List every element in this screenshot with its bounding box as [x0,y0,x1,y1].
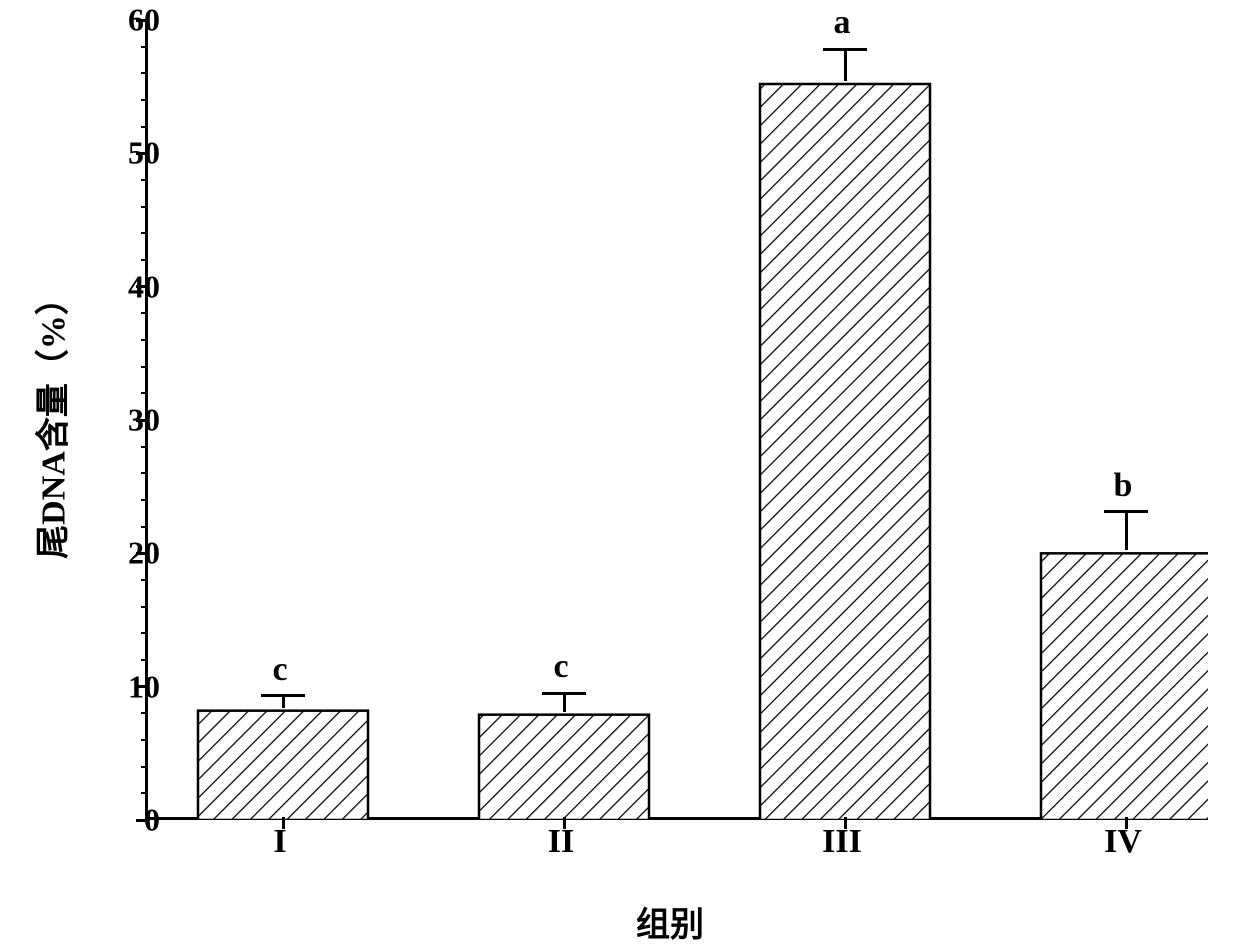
x-tick-label: II [548,823,574,861]
y-tick-minor [141,232,148,234]
bar [198,711,368,820]
error-bar-cap [261,694,305,697]
error-bar-cap [823,48,867,51]
y-tick-minor [141,632,148,634]
y-tick-minor [141,46,148,48]
y-tick-minor [141,712,148,714]
y-tick-minor [141,472,148,474]
y-tick-minor [141,792,148,794]
y-tick-minor [141,392,148,394]
x-tick-label: III [822,823,862,861]
significance-label: b [1114,467,1133,505]
y-tick-label: 30 [128,402,160,439]
y-tick-label: 60 [128,2,160,39]
y-axis-title: 尾DNA含量（%） [26,281,75,559]
bar [760,84,930,820]
y-tick-minor [141,179,148,181]
y-tick-minor [141,739,148,741]
significance-label: a [834,4,851,42]
bar [1041,553,1208,820]
y-tick-minor [141,206,148,208]
error-bar-stem [563,693,566,712]
y-tick-minor [141,499,148,501]
y-tick-minor [141,126,148,128]
error-bar-cap [1104,510,1148,513]
y-tick-minor [141,312,148,314]
chart-container [145,20,1215,890]
y-tick-minor [141,72,148,74]
y-tick-minor [141,766,148,768]
y-tick-minor [141,366,148,368]
x-tick-label: IV [1104,823,1142,861]
y-tick-minor [141,579,148,581]
y-tick-minor [141,526,148,528]
plot-area [145,20,1205,820]
bar [479,715,649,820]
y-tick-minor [141,606,148,608]
x-tick-label: I [273,823,286,861]
y-tick-label: 40 [128,268,160,305]
bars-layer [148,20,1208,820]
error-bar-stem [844,49,847,81]
y-tick-minor [141,99,148,101]
x-axis-title: 组别 [636,897,704,946]
significance-label: c [272,651,287,689]
y-tick-label: 20 [128,535,160,572]
y-tick-label: 10 [128,668,160,705]
significance-label: c [553,648,568,686]
y-tick-label: 50 [128,135,160,172]
y-tick-minor [141,339,148,341]
error-bar-cap [542,692,586,695]
y-tick-minor [141,659,148,661]
y-tick-minor [141,446,148,448]
error-bar-stem [1125,512,1128,551]
y-tick-minor [141,259,148,261]
y-tick-label: 0 [144,802,160,839]
error-bar-stem [282,696,285,708]
